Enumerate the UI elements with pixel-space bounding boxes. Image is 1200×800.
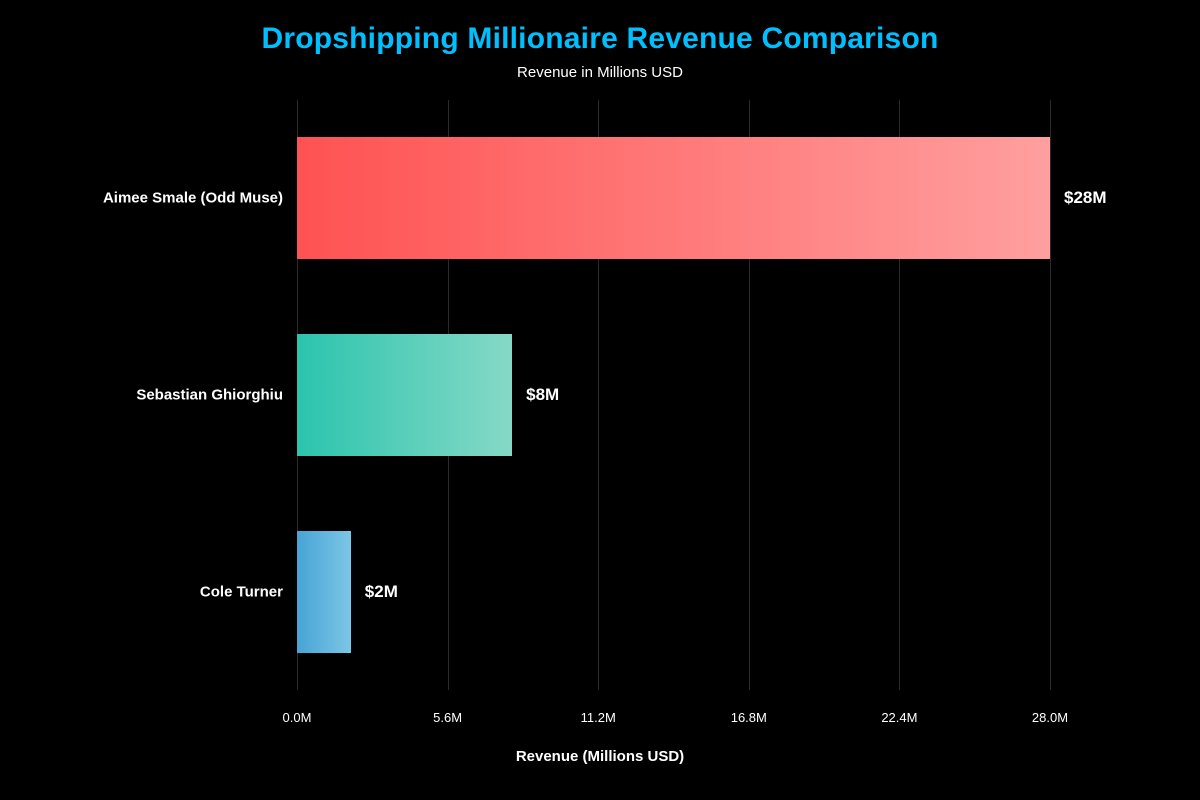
plot-area: Aimee Smale (Odd Muse) $28M Sebastian Ghio… <box>103 100 1107 690</box>
bar <box>297 137 1050 260</box>
category-label: Sebastian Ghiorghiu <box>136 386 283 404</box>
value-label: $28M <box>1064 188 1107 208</box>
gridline <box>598 100 600 690</box>
gridline <box>748 100 750 690</box>
x-tick-label: 22.4M <box>881 710 918 725</box>
value-label: $2M <box>364 581 398 601</box>
bar <box>297 530 351 653</box>
category-label: Aimee Smale (Odd Muse) <box>102 189 283 207</box>
x-tick-label: 28.0M <box>1031 710 1069 725</box>
x-axis: 0.0M 5.6M 11.2M 16.8M 22.4M 28.0M <box>283 690 1069 734</box>
x-tick-label: 0.0M <box>282 710 312 725</box>
x-tick-label: 16.8M <box>730 710 767 725</box>
gridline <box>1050 100 1051 690</box>
chart-subtitle: Revenue in Millions USD <box>517 64 683 81</box>
bar <box>297 334 513 456</box>
x-tick-label: 11.2M <box>580 710 616 725</box>
value-label: $8M <box>526 385 560 404</box>
gridline <box>899 100 901 690</box>
chart-title: Dropshipping Millionaire Revenue Compari… <box>261 22 939 55</box>
category-label: Cole Turner <box>199 583 283 601</box>
x-tick-label: 5.6M <box>433 710 463 725</box>
x-axis-label: Revenue (Millions USD) <box>515 748 685 765</box>
